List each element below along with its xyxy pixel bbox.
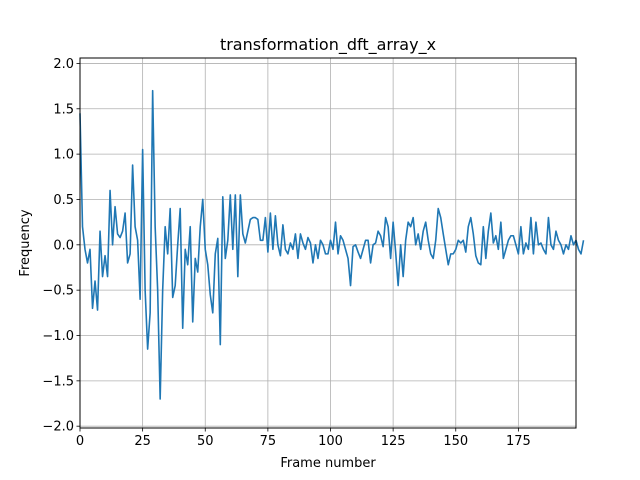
grid-lines bbox=[79, 58, 576, 428]
chart-title: transformation_dft_array_x bbox=[220, 35, 436, 55]
y-tick-label: −0.5 bbox=[42, 284, 74, 299]
x-tick-label: 175 bbox=[506, 434, 531, 449]
x-tick-label: 150 bbox=[443, 434, 468, 449]
y-tick-label: 1.5 bbox=[53, 102, 74, 117]
x-tick-label: 25 bbox=[134, 434, 151, 449]
y-tick-label: 1.0 bbox=[53, 148, 74, 163]
y-tick-label: 0.5 bbox=[53, 193, 74, 208]
x-tick-label: 75 bbox=[260, 434, 277, 449]
x-tick-label: 125 bbox=[381, 434, 406, 449]
plot-frame bbox=[79, 57, 577, 429]
y-tick-label: 2.0 bbox=[53, 57, 74, 72]
x-tick-label: 100 bbox=[318, 434, 343, 449]
x-tick-label: 0 bbox=[76, 434, 84, 449]
x-axis-label: Frame number bbox=[280, 456, 376, 471]
y-tick-label: 0.0 bbox=[53, 238, 74, 253]
y-tick-label: −1.5 bbox=[42, 374, 74, 389]
series-line bbox=[79, 89, 585, 400]
y-tick-label: −2.0 bbox=[42, 420, 74, 435]
series-layer bbox=[79, 89, 585, 400]
y-tick-label: −1.0 bbox=[42, 329, 74, 344]
axis-ticks: 0 25 50 75 100 125 150 175 −2.0 −1.5 −1.0 −0.5 0.0 0.… bbox=[42, 57, 530, 449]
y-axis-label: Frequency bbox=[18, 209, 33, 276]
x-tick-label: 50 bbox=[197, 434, 214, 449]
